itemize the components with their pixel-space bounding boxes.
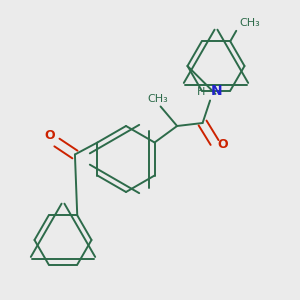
Text: N: N xyxy=(211,83,223,98)
Text: CH₃: CH₃ xyxy=(148,94,169,104)
Text: H: H xyxy=(197,87,206,97)
Text: O: O xyxy=(44,129,55,142)
Text: O: O xyxy=(217,137,228,151)
Text: CH₃: CH₃ xyxy=(240,18,261,28)
